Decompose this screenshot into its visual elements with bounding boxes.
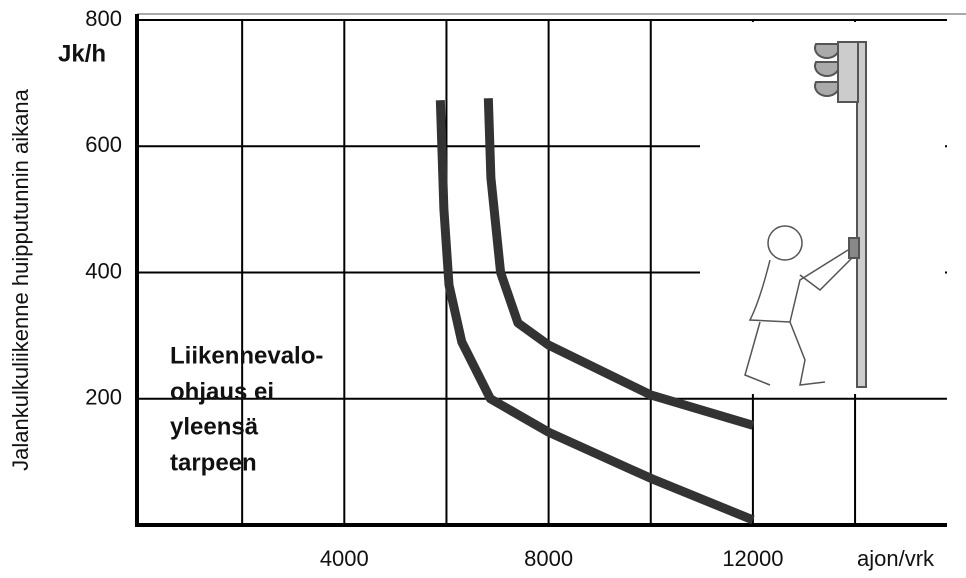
y-tick-label: 200 xyxy=(85,385,122,410)
annotation-line: yleensä xyxy=(170,413,259,440)
y-tick-label: 400 xyxy=(85,258,122,283)
x-unit: ajon/vrk xyxy=(857,546,935,571)
annotation-line: Liikennevalo- xyxy=(170,342,323,369)
annotation-line: tarpeen xyxy=(170,449,257,476)
chart: Jalankulkuliikenne huipputunnin aikana J… xyxy=(0,0,966,578)
y-axis-title: Jalankulkuliikenne huipputunnin aikana xyxy=(8,88,33,470)
x-tick-label: 8000 xyxy=(524,546,573,571)
y-tick-label: 600 xyxy=(85,132,122,157)
annotation-line: ohjaus ei xyxy=(170,378,274,405)
y-unit: Jk/h xyxy=(58,40,106,67)
annotation: Liikennevalo- ohjaus ei yleensä tarpeen xyxy=(170,342,323,476)
x-tick-label: 4000 xyxy=(320,546,369,571)
x-tick-label: 12000 xyxy=(722,546,783,571)
y-tick-label: 800 xyxy=(85,6,122,31)
illustration-background xyxy=(700,22,945,394)
